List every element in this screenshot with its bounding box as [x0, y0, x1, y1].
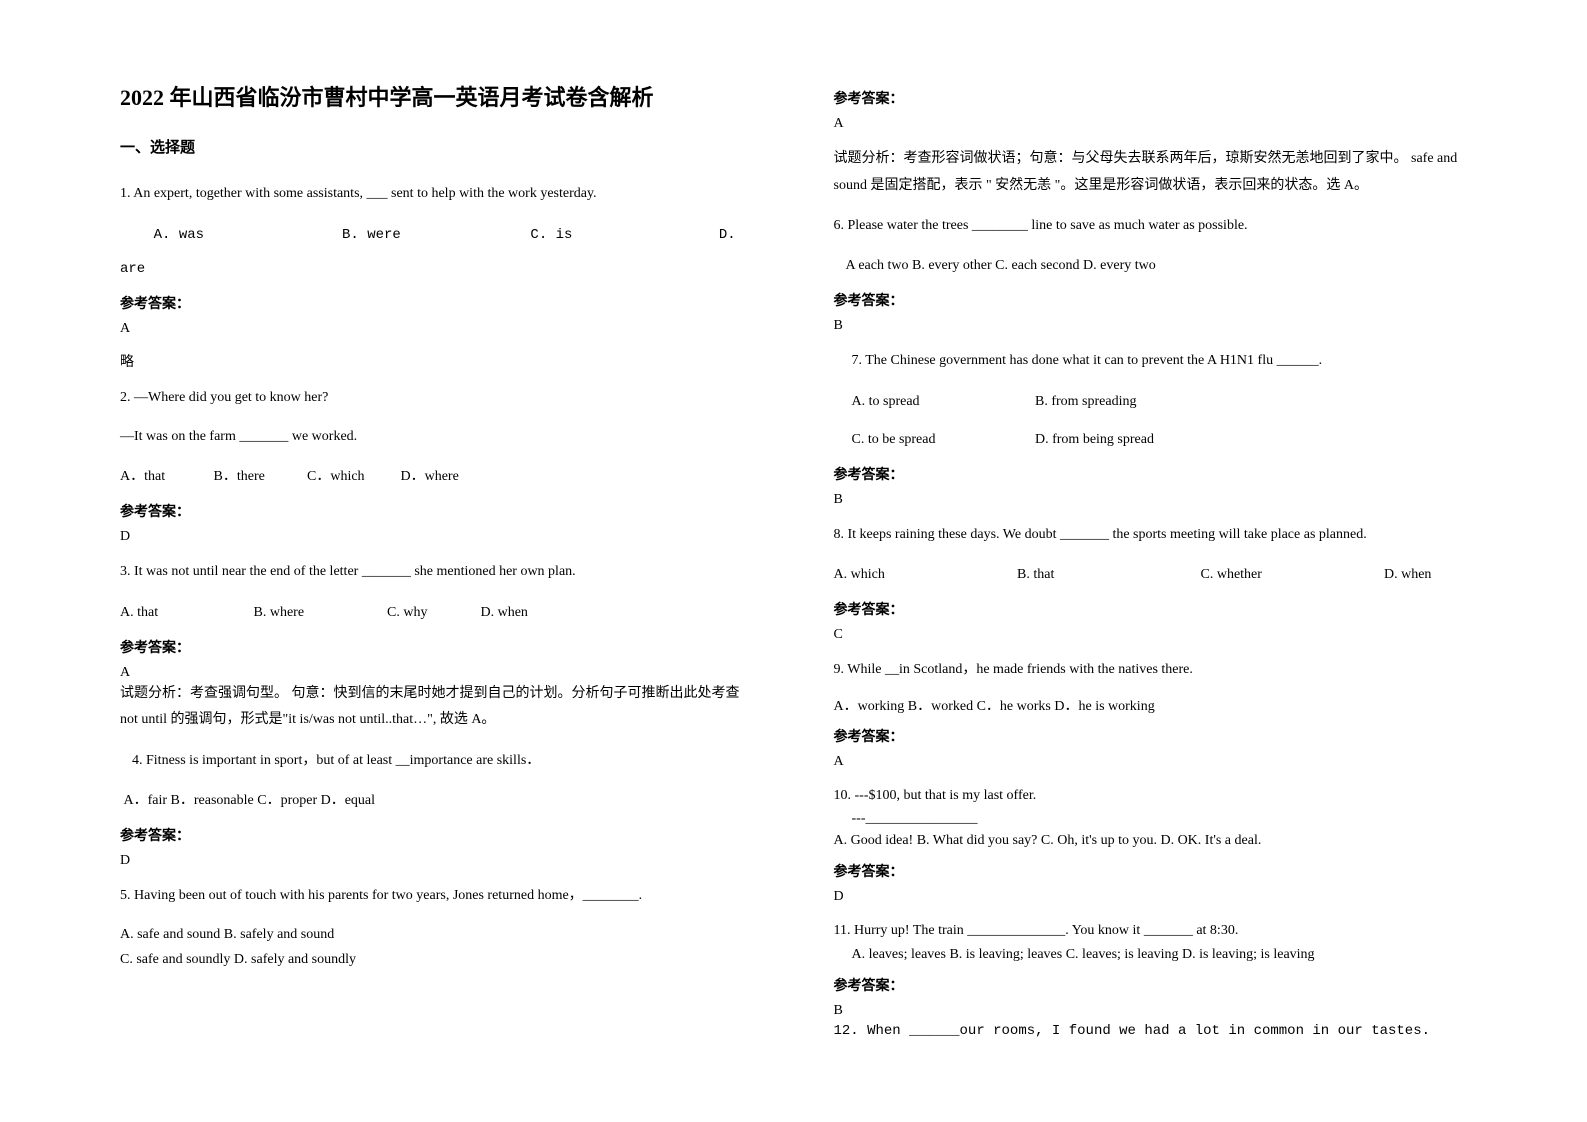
question-6-options: A each two B. every other C. each second… [834, 252, 1468, 280]
q7-opt-b: B. from spreading [1035, 394, 1136, 409]
q2-answer-label: 参考答案： [120, 501, 754, 521]
q6-answer-label: 参考答案： [834, 290, 1468, 310]
q1-opt-d2: are [120, 261, 754, 277]
q5-answer: A [834, 116, 1468, 132]
q11-answer: B [834, 1003, 1468, 1019]
question-4-options: A．fair B．reasonable C．proper D．equal [120, 787, 754, 815]
q3-opt-b: B. where [254, 599, 384, 627]
q1-answer: A [120, 321, 754, 337]
question-11: 11. Hurry up! The train ______________. … [834, 919, 1468, 943]
question-1-options: A. was B. were C. is D. [120, 220, 754, 251]
question-11-options: A. leaves; leaves B. is leaving; leaves … [834, 943, 1468, 967]
q3-opt-c: C. why [387, 599, 477, 627]
left-column: 2022 年山西省临汾市曹村中学高一英语月考试卷含解析 一、选择题 1. An … [100, 80, 794, 1044]
question-1: 1. An expert, together with some assista… [120, 181, 754, 206]
document-title: 2022 年山西省临汾市曹村中学高一英语月考试卷含解析 [120, 80, 754, 112]
q4-answer: D [120, 853, 754, 869]
q1-opt-b: B. were [342, 220, 522, 251]
q9-answer: A [834, 754, 1468, 770]
question-2-line2: —It was on the farm _______ we worked. [120, 424, 754, 449]
q8-opt-a: A. which [834, 561, 1014, 589]
q9-answer-label: 参考答案： [834, 726, 1468, 746]
q8-opt-b: B. that [1017, 561, 1197, 589]
question-8: 8. It keeps raining these days. We doubt… [834, 522, 1468, 547]
q7-opt-a: A. to spread [852, 388, 1032, 416]
page-container: 2022 年山西省临汾市曹村中学高一英语月考试卷含解析 一、选择题 1. An … [0, 0, 1587, 1084]
question-6: 6. Please water the trees ________ line … [834, 213, 1468, 238]
q6-answer: B [834, 318, 1468, 334]
q1-answer-label: 参考答案： [120, 293, 754, 313]
q11-answer-label: 参考答案： [834, 975, 1468, 995]
q3-answer: A [120, 665, 754, 681]
question-7-options-2: C. to be spread D. from being spread [834, 426, 1468, 454]
q7-answer: B [834, 492, 1468, 508]
q10-answer-label: 参考答案： [834, 861, 1468, 881]
question-10-options: A. Good idea! B. What did you say? C. Oh… [834, 829, 1468, 853]
q7-opt-c: C. to be spread [852, 426, 1032, 454]
q3-answer-label: 参考答案： [120, 637, 754, 657]
q2-answer: D [120, 529, 754, 545]
q1-note: 略 [120, 351, 754, 371]
question-7-options-1: A. to spread B. from spreading [834, 388, 1468, 416]
q1-opt-c: C. is [530, 220, 710, 251]
q3-opt-d: D. when [481, 605, 528, 620]
q7-answer-label: 参考答案： [834, 464, 1468, 484]
q5-opts-cd: C. safe and soundly D. safely and soundl… [120, 947, 754, 972]
question-7: 7. The Chinese government has done what … [834, 348, 1468, 373]
q2-opt-c: C．which [307, 463, 397, 491]
question-2-line1: 2. —Where did you get to know her? [120, 385, 754, 410]
question-4: 4. Fitness is important in sport，but of … [120, 748, 754, 773]
right-column: 参考答案： A 试题分析：考查形容词做状语；句意：与父母失去联系两年后，琼斯安然… [794, 80, 1488, 1044]
q3-opt-a: A. that [120, 599, 250, 627]
q5-answer-label: 参考答案： [834, 88, 1468, 108]
q5-opts-ab: A. safe and sound B. safely and sound [120, 922, 754, 947]
q8-opt-c: C. whether [1201, 561, 1381, 589]
q3-analysis: 试题分析：考查强调句型。 句意：快到信的末尾时她才提到自己的计划。分析句子可推断… [120, 681, 754, 734]
question-5: 5. Having been out of touch with his par… [120, 883, 754, 908]
q4-opts: A．fair B．reasonable C．proper D．equal [124, 793, 376, 808]
question-9-options: A．working B．worked C．he works D．he is wo… [834, 696, 1468, 718]
q1-opt-a: A. was [154, 220, 334, 251]
q10-answer: D [834, 889, 1468, 905]
question-9: 9. While __in Scotland，he made friends w… [834, 657, 1468, 682]
question-3-options: A. that B. where C. why D. when [120, 599, 754, 627]
q2-opt-a: A．that [120, 463, 210, 491]
q8-answer-label: 参考答案： [834, 599, 1468, 619]
q2-opt-d: D．where [401, 469, 459, 484]
question-3: 3. It was not until near the end of the … [120, 559, 754, 584]
q8-answer: C [834, 627, 1468, 643]
q4-answer-label: 参考答案： [120, 825, 754, 845]
q5-analysis: 试题分析：考查形容词做状语；句意：与父母失去联系两年后，琼斯安然无恙地回到了家中… [834, 146, 1468, 199]
q2-opt-b: B．there [214, 463, 304, 491]
question-10-line1: 10. ---$100, but that is my last offer. [834, 784, 1468, 808]
question-8-options: A. which B. that C. whether D. when [834, 561, 1468, 589]
q8-opt-d: D. when [1384, 567, 1431, 582]
question-2-options: A．that B．there C．which D．where [120, 463, 754, 491]
section-heading: 一、选择题 [120, 136, 754, 157]
question-10-line2: ---________________ [834, 808, 1468, 829]
q1-opt-d: D. [719, 227, 736, 243]
q7-opt-d: D. from being spread [1035, 432, 1154, 447]
question-12: 12. When ______our rooms, I found we had… [834, 1019, 1468, 1044]
